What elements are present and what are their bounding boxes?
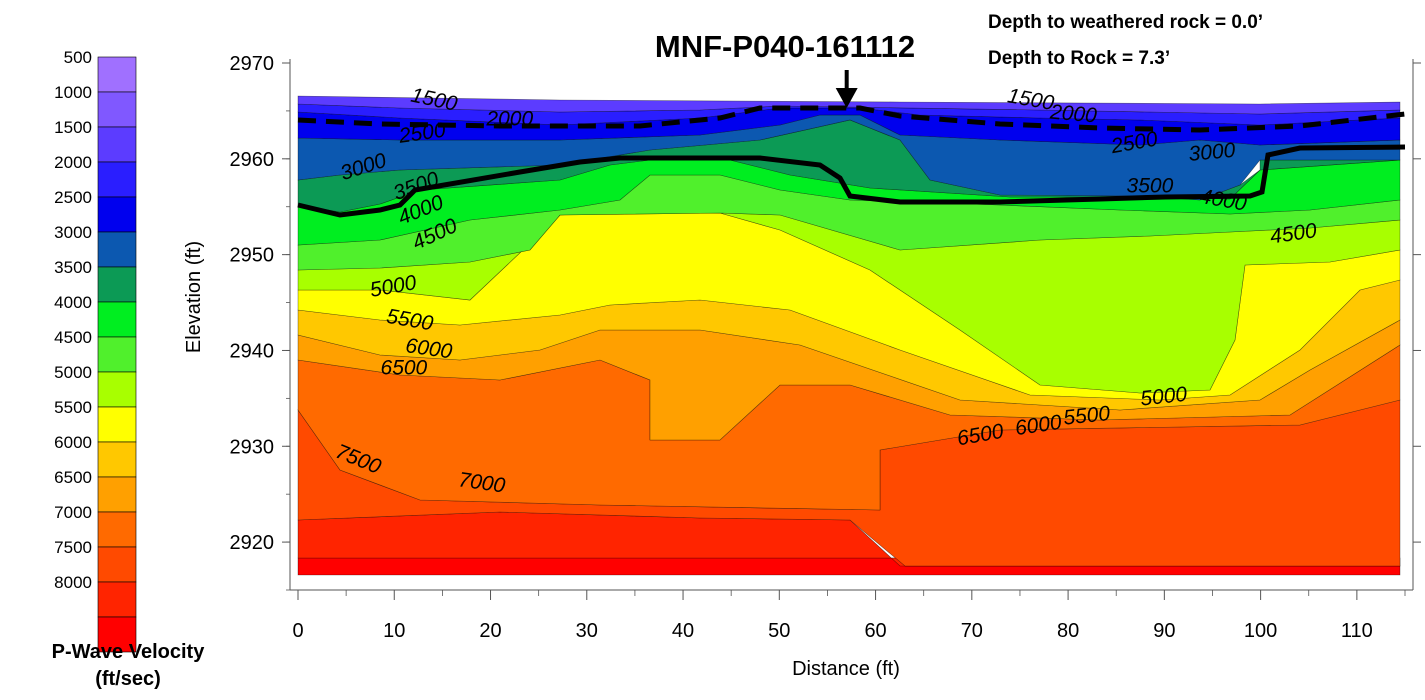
plot-area: 2920 2930 2940 2950 2960 2970 0 10 20 30 40 50 60 70 8…	[230, 53, 1421, 642]
legend-label: 1500	[54, 118, 92, 137]
contour-label: 5000	[1139, 383, 1188, 411]
depth-rock-annotation: Depth to Rock = 7.3’	[988, 48, 1170, 69]
y-tick-label: 2960	[230, 149, 275, 171]
legend-swatch	[97, 301, 137, 338]
legend-label: 500	[64, 48, 92, 67]
x-tick-label: 50	[768, 620, 790, 642]
legend-swatch	[97, 581, 137, 618]
contour-label: 2000	[485, 107, 533, 130]
legend-swatch	[97, 266, 137, 303]
legend-label: 2000	[54, 153, 92, 172]
contour-label: 2000	[1048, 100, 1098, 127]
depth-weathered-annotation: Depth to weathered rock = 0.0’	[988, 12, 1263, 33]
legend-label: 3000	[54, 223, 92, 242]
legend-label: 6000	[54, 433, 92, 452]
legend-label: 4500	[54, 328, 92, 347]
legend-swatch	[97, 91, 137, 128]
chart-title: MNF-P040-161112	[655, 29, 915, 64]
x-tick-label: 60	[864, 620, 886, 642]
legend-label: 7500	[54, 538, 92, 557]
legend-label: 8000	[54, 573, 92, 592]
legend-label: 7000	[54, 503, 92, 522]
y-tick-label: 2950	[230, 245, 275, 267]
x-tick-label: 40	[672, 620, 694, 642]
legend-swatch	[97, 196, 137, 233]
velocity-legend: 500 1000 1500 2000 2500 3000 3500 4000 4500 5000 5…	[54, 48, 137, 653]
legend-swatch	[97, 616, 137, 653]
contour-label: 6500	[381, 356, 428, 379]
contour-label: 3500	[1127, 174, 1174, 197]
y-tick-label: 2970	[230, 53, 275, 75]
legend-label: 6500	[54, 468, 92, 487]
location-arrow-icon	[835, 88, 858, 108]
legend-label: 5000	[54, 363, 92, 382]
contour-label: 5500	[1062, 402, 1111, 430]
x-axis-title: Distance (ft)	[792, 658, 900, 680]
x-tick-label: 100	[1244, 620, 1277, 642]
x-tick-label: 10	[383, 620, 405, 642]
legend-swatch	[97, 511, 137, 548]
legend-swatch	[97, 56, 137, 93]
legend-swatch	[97, 231, 137, 268]
legend-label: 1000	[54, 83, 92, 102]
legend-swatch	[97, 441, 137, 478]
x-tick-label: 90	[1153, 620, 1175, 642]
x-tick-label: 30	[576, 620, 598, 642]
x-tick-label: 0	[292, 620, 303, 642]
legend-swatch	[97, 546, 137, 583]
legend-title-line2: (ft/sec)	[95, 668, 161, 690]
legend-swatch	[97, 371, 137, 408]
legend-title-line1: P-Wave Velocity	[52, 641, 206, 663]
x-tick-label: 80	[1057, 620, 1079, 642]
legend-swatch	[97, 161, 137, 198]
legend-swatch	[97, 126, 137, 163]
y-tick-label: 2940	[230, 340, 275, 362]
contour-label: 3000	[1188, 139, 1237, 166]
legend-swatch	[97, 406, 137, 443]
legend-label: 5500	[54, 398, 92, 417]
legend-swatch	[97, 476, 137, 513]
x-tick-label: 110	[1341, 620, 1373, 642]
weathered-rock-line	[297, 105, 1406, 133]
legend-label: 2500	[54, 188, 92, 207]
legend-label: 3500	[54, 258, 92, 277]
y-tick-label: 2930	[230, 436, 275, 458]
y-tick-label: 2920	[230, 532, 275, 554]
rock-line	[297, 144, 1406, 218]
velocity-band	[297, 95, 1401, 115]
legend-label: 4000	[54, 293, 92, 312]
legend-swatch	[97, 336, 137, 373]
y-axis-title: Elevation (ft)	[183, 241, 205, 353]
x-tick-label: 20	[479, 620, 501, 642]
x-tick-label: 70	[961, 620, 983, 642]
